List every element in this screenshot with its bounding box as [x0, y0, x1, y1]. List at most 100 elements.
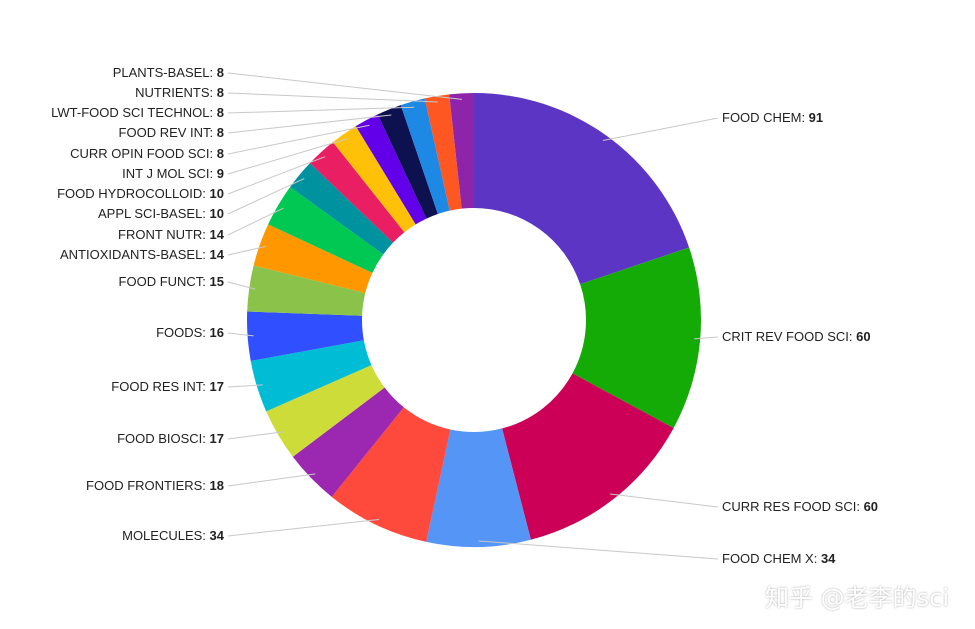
slice-label-value: 18: [210, 478, 224, 493]
leader-line: [227, 246, 266, 256]
slice-label-name: NUTRIENTS:: [135, 85, 217, 100]
leader-line: [227, 156, 326, 195]
slice-label: FOOD HYDROCOLLOID: 10: [57, 186, 224, 201]
slice-label-value: 8: [217, 125, 224, 140]
slice-label-value: 16: [210, 325, 224, 340]
slice-food-chem: [474, 93, 690, 285]
slice-label-value: 8: [217, 105, 224, 120]
slice-curr-res-food-sci: [502, 373, 674, 540]
watermark: 知乎 @老李的sci: [765, 584, 949, 612]
leader-line: [227, 124, 370, 155]
leader-line: [227, 92, 438, 103]
leader-line: [602, 117, 719, 141]
slice-label: APPL SCI-BASEL: 10: [98, 206, 224, 221]
slice-label-value: 15: [210, 274, 224, 289]
slice-label-name: FOOD CHEM:: [722, 110, 809, 125]
slice-label: FOOD FUNCT: 15: [119, 274, 224, 289]
slice-label: ANTIOXIDANTS-BASEL: 14: [60, 247, 225, 262]
slice-label: FOOD REV INT: 8: [119, 125, 224, 140]
slice-label-name: MOLECULES:: [122, 528, 209, 543]
slice-food-biosci: [266, 365, 385, 457]
slice-int-j-mol-sci: [332, 126, 416, 233]
slice-label-value: 17: [210, 379, 224, 394]
slice-label: FOOD CHEM: 91: [722, 110, 823, 125]
slice-label-name: FOOD HYDROCOLLOID:: [57, 186, 209, 201]
slice-label: FOODS: 16: [156, 325, 224, 340]
slice-label-value: 10: [210, 206, 224, 221]
slice-label-name: APPL SCI-BASEL:: [98, 206, 210, 221]
slice-food-funct: [247, 265, 366, 316]
leader-line: [227, 178, 305, 215]
slice-label-name: LWT-FOOD SCI TECHNOL:: [51, 105, 217, 120]
slice-label-name: FRONT NUTR:: [118, 227, 209, 242]
slice-curr-opin-food-sci: [355, 114, 427, 225]
slice-label-value: 60: [856, 329, 870, 344]
slice-food-hydrocolloid: [309, 142, 405, 243]
slice-food-rev-int: [377, 105, 438, 219]
slice-label-value: 14: [210, 247, 225, 262]
slice-lwt-food-sci-technol: [400, 98, 450, 214]
slice-label-name: PLANTS-BASEL:: [113, 65, 217, 80]
leader-line: [227, 106, 415, 114]
slice-label-name: FOOD FRONTIERS:: [86, 478, 210, 493]
slice-appl-sci-basel: [290, 163, 394, 255]
leader-line: [694, 336, 719, 340]
slice-label-value: 8: [217, 85, 224, 100]
slice-label: NUTRIENTS: 8: [135, 85, 224, 100]
slice-label-value: 14: [210, 227, 225, 242]
slice-foods: [246, 311, 364, 361]
leader-line: [478, 540, 719, 560]
slice-label-value: 34: [821, 551, 836, 566]
leader-line: [227, 114, 392, 134]
slice-label: PLANTS-BASEL: 8: [113, 65, 224, 80]
leader-line: [227, 332, 254, 337]
slice-label-name: INT J MOL SCI:: [122, 166, 217, 181]
slice-front-nutr: [268, 186, 384, 273]
slice-label-name: FOOD BIOSCI:: [117, 431, 209, 446]
slice-label-name: FOOD FUNCT:: [119, 274, 210, 289]
leader-line: [227, 384, 263, 388]
slice-label: MOLECULES: 34: [122, 528, 225, 543]
slice-label-name: CRIT REV FOOD SCI:: [722, 329, 856, 344]
leader-line: [227, 518, 379, 537]
slice-label-name: CURR RES FOOD SCI:: [722, 499, 864, 514]
slice-label-name: CURR OPIN FOOD SCI:: [70, 146, 217, 161]
slice-label-value: 91: [809, 110, 823, 125]
leader-line: [610, 493, 719, 508]
leader-line: [227, 207, 284, 236]
leader-lines: [227, 72, 719, 560]
slice-label-name: FOOD REV INT:: [119, 125, 217, 140]
slice-label: FOOD RES INT: 17: [111, 379, 224, 394]
leader-line: [227, 473, 316, 487]
slice-crit-rev-food-sci: [572, 247, 701, 429]
leader-line: [227, 138, 348, 175]
slice-label-value: 9: [217, 166, 224, 181]
slice-food-res-int: [250, 340, 372, 412]
slice-food-frontiers: [292, 387, 404, 497]
slice-label: FOOD BIOSCI: 17: [117, 431, 224, 446]
slice-label-name: FOOD CHEM X:: [722, 551, 821, 566]
leader-line: [227, 72, 462, 100]
slice-label: FOOD CHEM X: 34: [722, 551, 836, 566]
leader-line: [227, 281, 256, 290]
slice-label-name: ANTIOXIDANTS-BASEL:: [60, 247, 210, 262]
slice-label: LWT-FOOD SCI TECHNOL: 8: [51, 105, 224, 120]
slice-label-value: 8: [217, 65, 224, 80]
slice-label: FRONT NUTR: 14: [118, 227, 225, 242]
slice-label-name: FOODS:: [156, 325, 209, 340]
slice-label-name: FOOD RES INT:: [111, 379, 209, 394]
leader-line: [227, 431, 284, 440]
slice-plants-basel: [449, 93, 474, 209]
slice-label-value: 8: [217, 146, 224, 161]
slice-molecules: [331, 407, 451, 542]
slice-label: FOOD FRONTIERS: 18: [86, 478, 224, 493]
slice-label: CRIT REV FOOD SCI: 60: [722, 329, 871, 344]
slice-label-value: 60: [864, 499, 878, 514]
slice-label-value: 17: [210, 431, 224, 446]
donut-slices: [246, 93, 701, 547]
slice-label: CURR RES FOOD SCI: 60: [722, 499, 878, 514]
slice-label-value: 10: [210, 186, 224, 201]
slice-antioxidants-basel: [253, 224, 373, 294]
